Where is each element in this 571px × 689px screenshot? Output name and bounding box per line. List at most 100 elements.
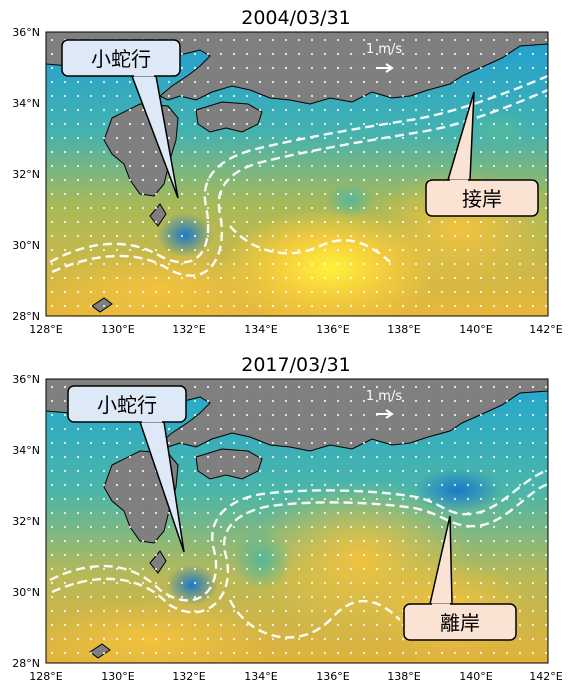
velocity-arrow: [115, 80, 119, 84]
velocity-arrow: [297, 567, 301, 571]
velocity-arrow: [479, 108, 483, 112]
lat-tick: 28°N: [12, 310, 40, 323]
velocity-arrow: [154, 525, 158, 529]
velocity-arrow: [518, 276, 522, 280]
velocity-arrow: [401, 136, 405, 140]
velocity-arrow: [76, 483, 80, 487]
velocity-arrow: [258, 525, 262, 529]
velocity-arrow: [310, 178, 314, 182]
velocity-arrow: [89, 441, 93, 445]
velocity-arrow: [102, 262, 106, 266]
velocity-arrow: [63, 220, 67, 224]
velocity-arrow: [76, 108, 80, 112]
velocity-arrow: [414, 525, 418, 529]
velocity-arrow: [115, 595, 119, 599]
velocity-arrow: [128, 581, 132, 585]
velocity-arrow: [128, 651, 132, 655]
velocity-arrow: [297, 455, 301, 459]
velocity-arrow: [427, 122, 431, 126]
velocity-arrow: [89, 539, 93, 543]
velocity-arrow: [245, 164, 249, 168]
velocity-arrow: [271, 553, 275, 557]
velocity-arrow: [245, 581, 249, 585]
velocity-arrow: [284, 455, 288, 459]
velocity-arrow: [193, 595, 197, 599]
velocity-arrow: [440, 220, 444, 224]
velocity-arrow: [232, 511, 236, 515]
velocity-arrow: [388, 108, 392, 112]
velocity-arrow: [440, 525, 444, 529]
velocity-arrow: [258, 385, 262, 389]
velocity-arrow: [63, 623, 67, 627]
velocity-arrow: [193, 623, 197, 627]
velocity-arrow: [388, 220, 392, 224]
velocity-arrow: [128, 539, 132, 543]
velocity-arrow: [245, 399, 249, 403]
velocity-arrow: [206, 136, 210, 140]
velocity-arrow: [180, 94, 184, 98]
velocity-arrow: [89, 234, 93, 238]
velocity-arrow: [115, 511, 119, 515]
velocity-arrow-field: [50, 38, 548, 308]
velocity-arrow: [128, 108, 132, 112]
velocity-arrow: [271, 525, 275, 529]
velocity-arrow: [401, 637, 405, 641]
velocity-arrow: [258, 150, 262, 154]
velocity-arrow: [284, 483, 288, 487]
velocity-arrow: [388, 206, 392, 210]
velocity-arrow: [115, 136, 119, 140]
velocity-arrow: [232, 581, 236, 585]
velocity-arrow: [505, 122, 509, 126]
velocity-arrow: [453, 525, 457, 529]
velocity-arrow: [245, 413, 249, 417]
velocity-arrow: [271, 385, 275, 389]
velocity-arrow: [466, 553, 470, 557]
velocity-arrow: [518, 511, 522, 515]
velocity-arrow: [531, 539, 535, 543]
lat-axis: 36°N 34°N 32°N 30°N 28°N: [12, 373, 40, 670]
velocity-arrow: [102, 525, 106, 529]
velocity-arrow: [466, 94, 470, 98]
velocity-arrow: [50, 94, 54, 98]
velocity-arrow: [375, 234, 379, 238]
velocity-arrow: [505, 511, 509, 515]
velocity-arrow: [479, 441, 483, 445]
velocity-arrow: [245, 497, 249, 501]
velocity-arrow: [375, 248, 379, 252]
velocity-arrow: [453, 581, 457, 585]
velocity-arrow: [63, 511, 67, 515]
velocity-arrow: [310, 497, 314, 501]
velocity-arrow: [518, 441, 522, 445]
velocity-arrow: [531, 290, 535, 294]
velocity-arrow: [89, 136, 93, 140]
velocity-arrow: [102, 609, 106, 613]
velocity-arrow: [141, 595, 145, 599]
velocity-arrow: [128, 567, 132, 571]
velocity-arrow: [76, 192, 80, 196]
velocity-arrow: [167, 595, 171, 599]
velocity-arrow: [427, 539, 431, 543]
velocity-arrow: [232, 234, 236, 238]
velocity-arrow: [245, 567, 249, 571]
velocity-arrow: [284, 427, 288, 431]
velocity-arrow: [193, 178, 197, 182]
velocity-arrow: [180, 178, 184, 182]
velocity-arrow: [336, 52, 340, 56]
velocity-arrow: [284, 567, 288, 571]
velocity-arrow: [453, 469, 457, 473]
velocity-arrow: [466, 385, 470, 389]
velocity-arrow: [232, 399, 236, 403]
velocity-arrow: [193, 220, 197, 224]
velocity-arrow: [336, 623, 340, 627]
velocity-arrow: [89, 595, 93, 599]
velocity-arrow: [128, 206, 132, 210]
velocity-arrow: [206, 234, 210, 238]
velocity-arrow: [297, 413, 301, 417]
velocity-arrow: [206, 150, 210, 154]
velocity-arrow: [414, 427, 418, 431]
velocity-arrow: [50, 567, 54, 571]
velocity-arrow: [141, 136, 145, 140]
velocity-arrow: [492, 525, 496, 529]
velocity-arrow: [258, 304, 262, 308]
velocity-arrow: [219, 38, 223, 42]
